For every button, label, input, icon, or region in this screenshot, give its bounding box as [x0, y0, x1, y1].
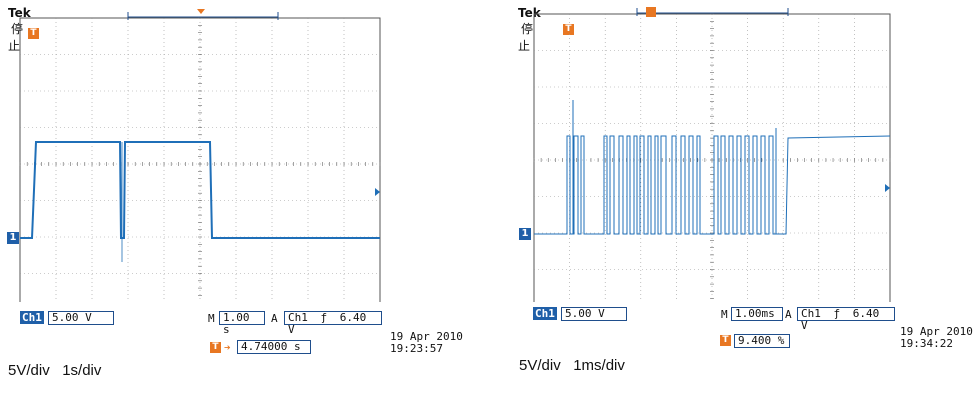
timebase-prefix: M — [208, 312, 215, 325]
channel-label: Ch1 — [533, 307, 557, 320]
trigger-position-icon: T — [563, 24, 574, 35]
burst-waveform-trace — [534, 135, 891, 235]
trigger-level-icon — [885, 184, 890, 192]
trigger-prefix: A — [785, 308, 792, 321]
ground-marker-text: 1 — [9, 232, 17, 243]
trigger-pointer-icon — [646, 7, 656, 17]
trigger-marker-text: T — [565, 24, 572, 34]
right-waveform-display — [533, 7, 891, 302]
left-waveform-display — [19, 9, 381, 302]
rising-edge-icon: ƒ — [320, 311, 328, 324]
trigger-settings: Ch1 ƒ 6.40 V — [797, 307, 895, 332]
trigger-offset-icon: T — [210, 342, 221, 353]
trigger-offset-marker: T — [212, 342, 219, 352]
trigger-marker-text: T — [30, 28, 37, 38]
time-per-div: 1.00ms — [731, 307, 783, 321]
scale-caption: 5V/div 1s/div — [8, 362, 102, 379]
waveform-trace — [20, 141, 380, 239]
trigger-offset-marker: T — [722, 335, 729, 345]
brand-header: Tek 停止 — [518, 6, 541, 54]
trigger-offset-icon: T — [720, 335, 731, 346]
trigger-offset: 9.400 % — [734, 334, 790, 348]
capture-time: 19:34:22 — [900, 337, 953, 350]
capture-time: 19:23:57 — [390, 342, 443, 355]
run-status: 停止 — [518, 22, 534, 53]
brand-logo: Tek — [8, 6, 31, 20]
trigger-source: Ch1 — [801, 307, 821, 320]
trigger-pointer-icon — [197, 9, 205, 14]
trigger-settings: Ch1 ƒ 6.40 V — [284, 311, 382, 336]
channel-label: Ch1 — [20, 311, 44, 324]
trigger-level: 6.40 V — [801, 307, 880, 332]
volts-per-div: 5.00 V — [561, 307, 627, 321]
trigger-source: Ch1 — [288, 311, 308, 324]
trigger-position-icon: T — [28, 28, 39, 39]
time-per-div: 1.00 s — [219, 311, 265, 336]
arrow-icon: ➔ — [224, 341, 231, 354]
capture-date: 19 Apr 2010 — [390, 330, 463, 343]
ground-marker-text: 1 — [521, 228, 529, 239]
brand-logo: Tek — [518, 6, 541, 20]
scale-caption: 5V/div 1ms/div — [519, 357, 625, 374]
trigger-level: 6.40 V — [288, 311, 367, 336]
volts-per-div: 5.00 V — [48, 311, 114, 325]
ground-level-icon: 1 — [7, 232, 19, 244]
trigger-level-icon — [375, 188, 380, 196]
timebase-prefix: M — [721, 308, 728, 321]
rising-edge-icon: ƒ — [833, 307, 841, 320]
capture-date: 19 Apr 2010 — [900, 325, 973, 338]
trigger-prefix: A — [271, 312, 278, 325]
ground-level-icon: 1 — [519, 228, 531, 240]
trigger-offset: 4.74000 s — [237, 340, 311, 354]
